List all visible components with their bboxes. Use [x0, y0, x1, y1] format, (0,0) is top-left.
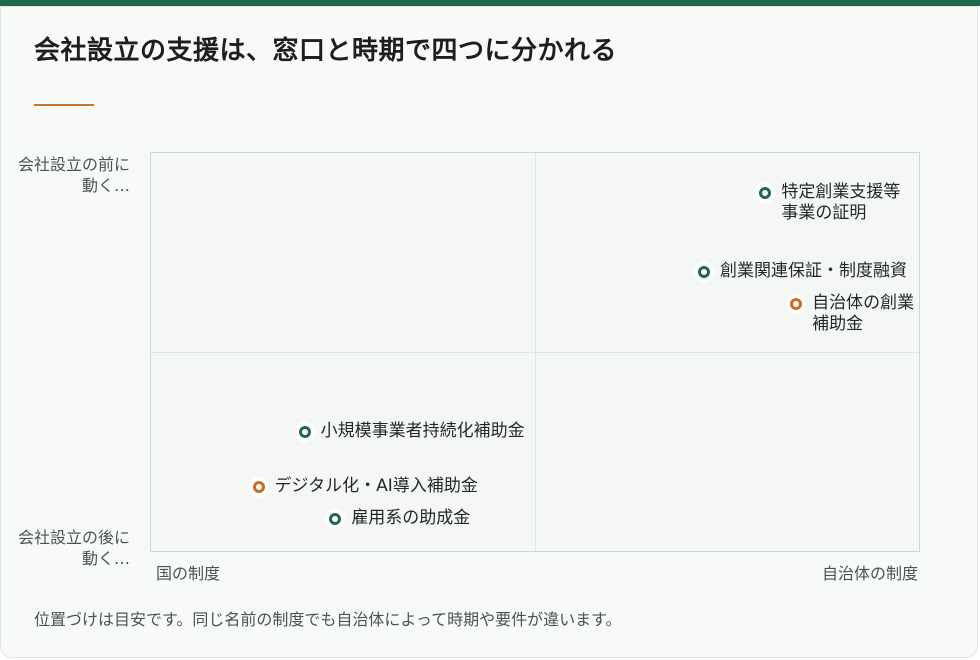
data-point-label: デジタル化・AI導入補助金: [274, 476, 478, 497]
data-point-marker: [248, 477, 269, 498]
x-axis-label-right: 自治体の制度: [821, 564, 918, 583]
data-point-label: 小規模事業者持続化補助金: [320, 420, 525, 441]
top-accent-bar: [0, 0, 980, 6]
plot-area: 特定創業支援等事業の証明創業関連保証・制度融資自治体の創業補助金小規模事業者持続…: [150, 152, 920, 552]
data-point-marker: [755, 182, 776, 203]
title-underline: [34, 104, 94, 106]
chart-title: 会社設立の支援は、窓口と時期で四つに分かれる: [34, 36, 618, 66]
data-point-label: 特定創業支援等事業の証明: [781, 181, 901, 223]
data-point-marker: [294, 421, 315, 442]
data-point-label: 自治体の創業補助金: [812, 293, 915, 335]
data-point-marker: [693, 262, 714, 283]
data-point-label: 雇用系の助成金: [351, 508, 471, 529]
data-point-marker: [325, 509, 346, 530]
y-axis-label-top: 会社設立の前に動く…: [18, 155, 131, 195]
data-point-label: 創業関連保証・制度融資: [719, 261, 907, 282]
footnote: 位置づけは目安です。同じ名前の制度でも自治体によって時期や要件が違います。: [34, 610, 622, 629]
data-point-marker: [786, 294, 807, 315]
grid-line-horizontal: [151, 352, 919, 353]
x-axis-label-left: 国の制度: [156, 564, 221, 583]
y-axis-label-bottom: 会社設立の後に動く…: [18, 528, 131, 568]
